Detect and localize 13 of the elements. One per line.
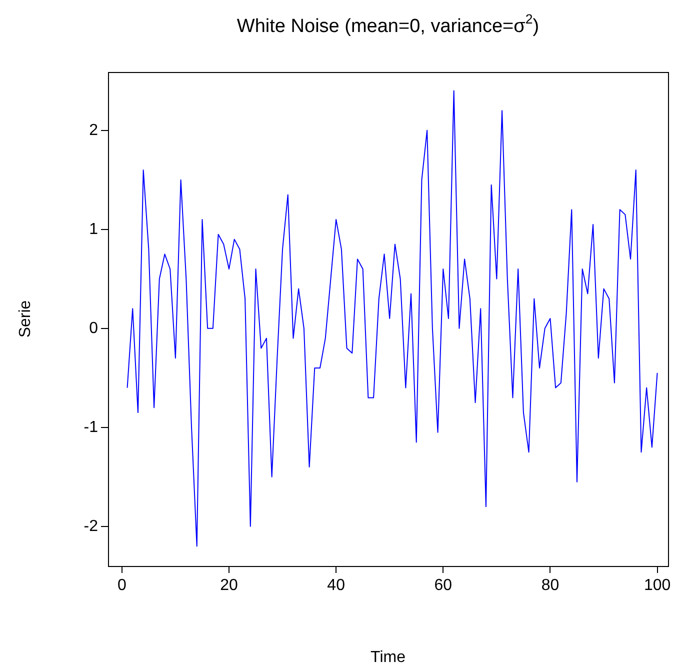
x-tick-label: 60 <box>434 577 452 594</box>
y-tick-label: 0 <box>89 320 98 337</box>
y-tick-label: -2 <box>84 518 98 535</box>
y-tick-label: -1 <box>84 418 98 436</box>
y-tick-label: 2 <box>89 122 98 139</box>
y-tick-label: 1 <box>89 220 98 238</box>
x-axis-title: Time <box>370 649 406 666</box>
x-tick-label: 100 <box>644 577 671 594</box>
x-tick-label: 40 <box>327 577 346 594</box>
y-axis-title: Serie <box>17 300 34 338</box>
x-tick-label: 0 <box>117 577 126 594</box>
x-tick-label: 20 <box>220 577 238 594</box>
x-tick-label: 80 <box>541 577 560 594</box>
